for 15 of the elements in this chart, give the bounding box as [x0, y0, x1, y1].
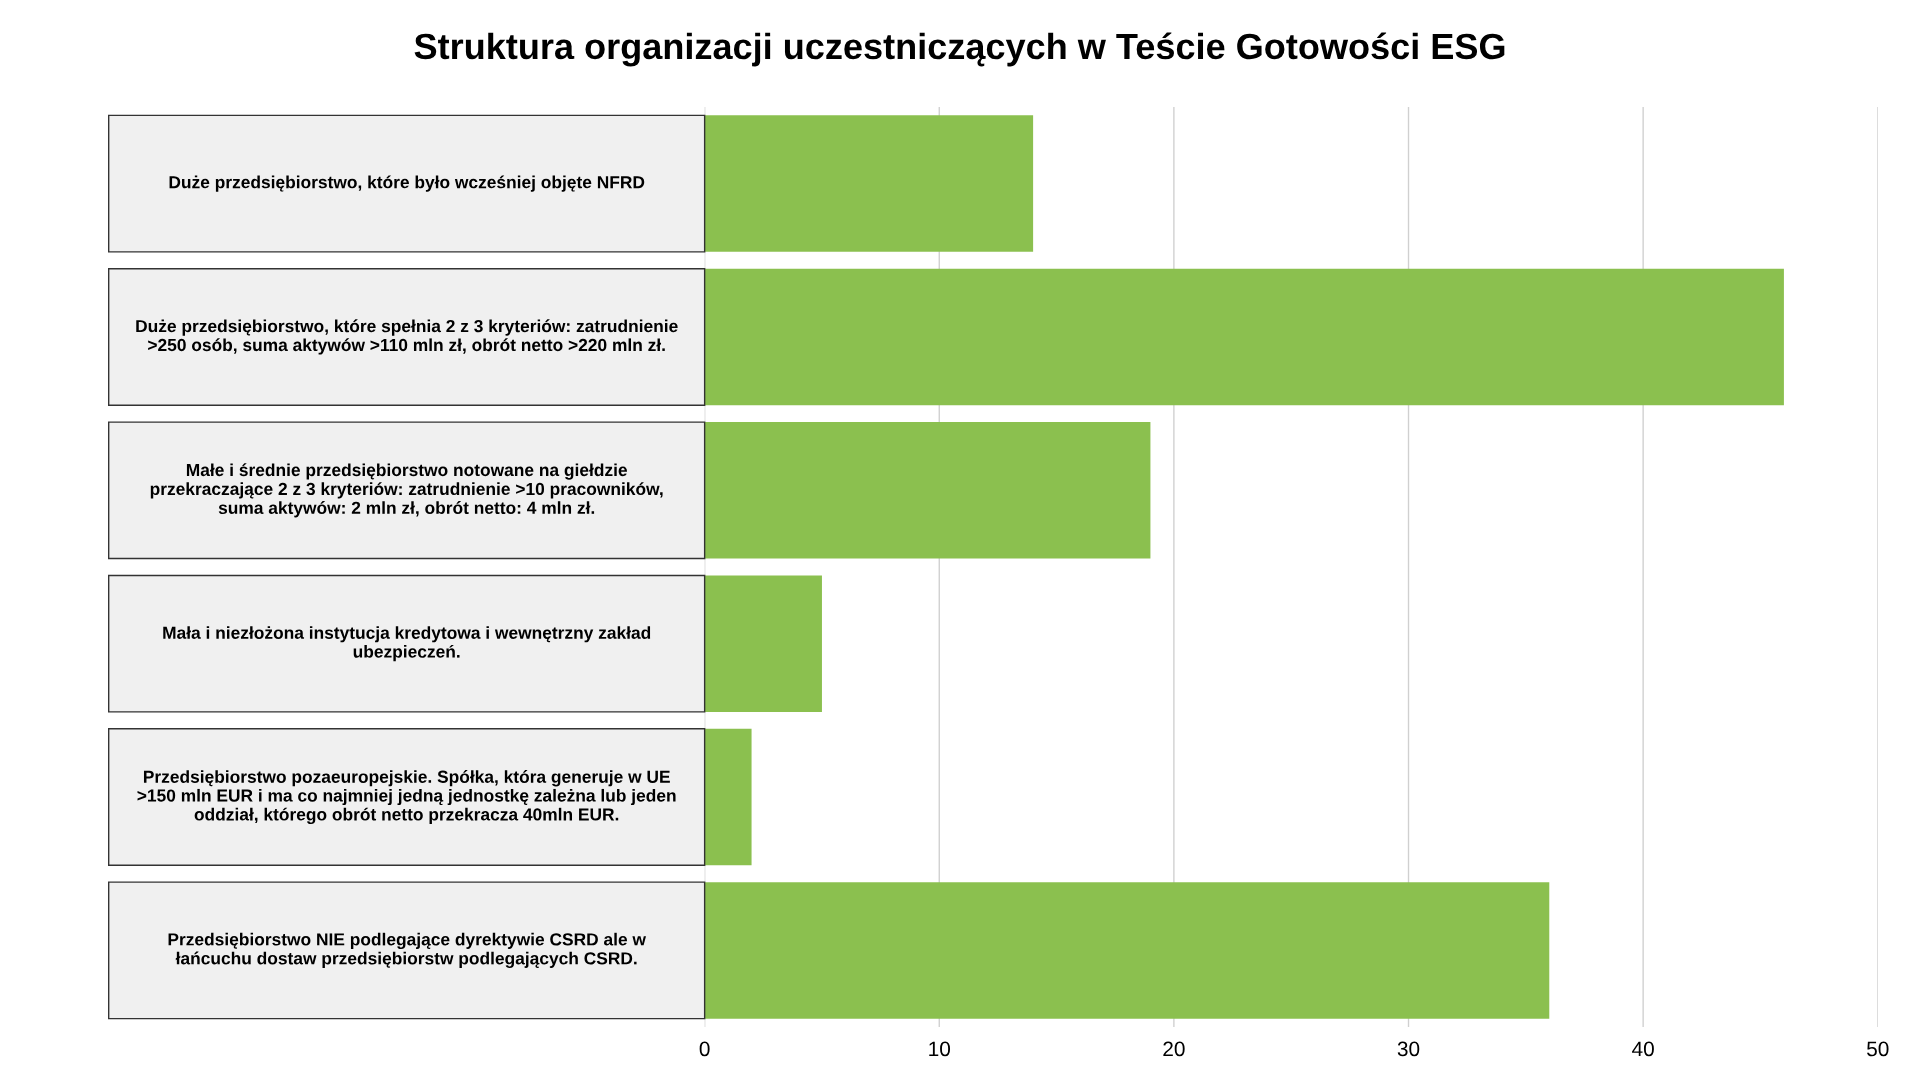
x-tick-label: 50	[1867, 1041, 1889, 1057]
x-tick-label: 20	[1163, 1041, 1185, 1057]
x-tick-label: 0	[699, 1041, 710, 1057]
x-tick-label: 40	[1632, 1041, 1654, 1057]
chart-title: Struktura organizacji uczestniczących w Teście Gotowości ESG	[414, 32, 1505, 67]
x-tick-label: 10	[929, 1041, 951, 1057]
y-tick-label: Duże przedsiębiorstwo, które spełnia 2 z 3 kryteriów: zatrudnienie >250 osób, suma aktywów >110 mln zł, obrót netto >220 mln zł.	[136, 319, 678, 355]
bar	[704, 728, 752, 866]
bar	[704, 575, 822, 712]
y-tick-label: Przedsiębiorstwo pozaeuropejskie. Spółka, która generuje w UE >150 mln EUR i ma co najmniej jedną jednostkę zależna lub jeden oddział, którego obrót netto przekracza 40mln EUR.	[137, 770, 676, 825]
y-tick-label: Mała i niezłożona instytucja kredytowa i wewnętrzny zakład ubezpieczeń.	[163, 626, 651, 662]
x-tick-label: 30	[1397, 1041, 1420, 1057]
y-tick-label: Duże przedsiębiorstwo, które było wcześniej objęte NFRD	[169, 175, 645, 192]
y-tick-label: Małe i średnie przedsiębiorstwo notowane na giełdzie przekraczające 2 z 3 kryteriów: zatrudnienie >10 pracowników, suma aktywów: 2 mln zł, obrót netto: 4 mln zł.	[150, 463, 663, 518]
y-tick-label: Przedsiębiorstwo NIE podlegające dyrektywie CSRD ale w łańcuchu dostaw przedsiębiorstw podlegających CSRD.	[168, 932, 646, 969]
